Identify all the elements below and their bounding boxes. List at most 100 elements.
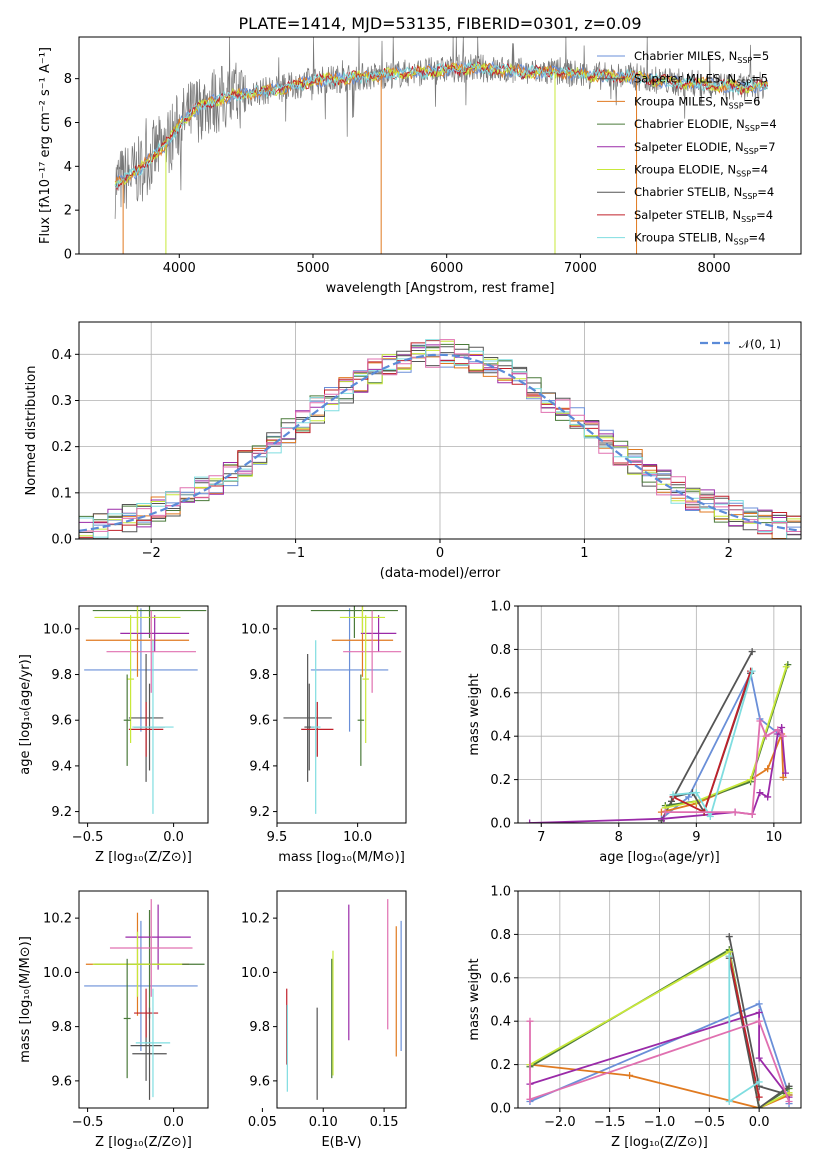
mass_weight_vs_age-marker <box>781 769 789 777</box>
histogram-gaussian-curve <box>79 353 801 532</box>
mass_weight_vs_Z-marker <box>785 1097 793 1105</box>
residual_histogram-ytick-label: 0.4 <box>51 348 72 363</box>
mass_vs_Z-axes: −0.5 0.0 9.6 9.8 10.0 10.2 Z [log₁₀(Z/Z⊙)] mass… <box>18 890 209 1150</box>
residual_histogram-xtick-label: 0 <box>436 546 444 561</box>
mass_weight_vs_age-frame <box>517 605 802 824</box>
spectrum-legend-label: Kroupa STELIB, NSSP=4 <box>634 231 765 247</box>
mass_weight_vs_age-marker <box>756 717 764 725</box>
mass_weight_vs_Z-ytick-label: 0.8 <box>490 928 511 943</box>
spectrum-plot-area <box>114 37 769 254</box>
mass_vs_Z-ylabel: mass [log₁₀(M/M⊙)] <box>18 936 33 1063</box>
mass_weight_vs_Z-xlabel: Z [log₁₀(Z/Z⊙)] <box>611 1135 708 1150</box>
residual_histogram-ytick-label: 0.1 <box>51 486 72 501</box>
age_vs_Z-xlabel: Z [log₁₀(Z/Z⊙)] <box>95 850 192 865</box>
age_vs_Z-ytick-label: 9.2 <box>51 805 72 820</box>
residual_histogram-xtick-label: −1 <box>286 546 305 561</box>
spectrum-legend-label: Kroupa ELODIE, NSSP=4 <box>634 163 768 179</box>
mass_weight_vs_Z-marker <box>755 1009 763 1017</box>
mass_vs_Z-ytick-label: 9.8 <box>51 1020 72 1035</box>
mass_weight_vs_Z-axes: −2.0 −1.5 −1.0 −0.5 0.0 0.0 0.2 0.4 0.6 0.8 1.0 Z [… <box>467 885 802 1150</box>
mass_weight_vs_Z-series-kroupa_miles <box>529 1063 790 1108</box>
spectrum-legend-label: Kroupa MILES, NSSP=6 <box>634 94 760 110</box>
residual_histogram-xtick-label: 2 <box>725 546 733 561</box>
mass_weight_vs_Z-marker <box>725 933 733 941</box>
mass_weight_vs_age-marker <box>669 791 677 799</box>
mass_weight_vs_age-ylabel: mass weight <box>467 673 482 755</box>
mass_weight_vs_age-xtick-label: 8 <box>615 830 623 845</box>
mass_weight_vs_Z-xtick-label: −2.0 <box>544 1115 576 1130</box>
mass_weight_vs_age-marker <box>782 663 790 671</box>
mass_weight_vs_age-marker <box>660 815 668 823</box>
age_vs_Z-ytick-label: 9.8 <box>51 668 72 683</box>
mass_weight_vs_Z-marker <box>626 1071 634 1079</box>
spectrum-legend-label: Salpeter ELODIE, NSSP=7 <box>634 140 776 156</box>
age_vs_Z-plot-area <box>84 606 207 814</box>
spectrum-ytick-label: 4 <box>64 160 72 175</box>
age_vs_Z-xtick-label: 0.0 <box>163 830 184 845</box>
mass_weight_vs_age-marker <box>779 732 787 740</box>
spectrum-xlabel: wavelength [Angstrom, rest frame] <box>326 281 555 296</box>
mass_weight_vs_age-series-kroupa_stelib <box>673 670 754 819</box>
mass_weight_vs_Z-ytick-label: 0.6 <box>490 971 511 986</box>
mass_weight_vs_age-plot-area <box>526 648 792 823</box>
mass_vs_ebv-ytick-label: 9.6 <box>249 1074 270 1089</box>
mass_vs_ebv-plot-area <box>286 899 402 1100</box>
age_vs_mass-plot-area <box>283 606 402 814</box>
mass_weight_vs_Z-marker <box>725 952 733 960</box>
age_vs_Z-axes: −0.5 0.0 9.2 9.4 9.6 9.8 10.0 Z [log₁₀(Z/Z⊙)] ag… <box>18 605 209 865</box>
mass_weight_vs_age-marker <box>764 765 772 773</box>
spectrum-xtick-label: 4000 <box>163 261 196 276</box>
mass_weight_vs_age-marker <box>778 724 786 732</box>
mass_vs_Z-ytick-label: 9.6 <box>51 1074 72 1089</box>
mass_vs_Z-ytick-label: 10.2 <box>43 912 72 927</box>
age_vs_Z-ytick-label: 10.0 <box>43 622 72 637</box>
mass_weight_vs_age-marker <box>748 648 756 656</box>
age_vs_mass-frame <box>276 605 407 824</box>
mass_weight_vs_age-ytick-label: 0.2 <box>490 773 511 788</box>
spectrum-legend-label: Chabrier STELIB, NSSP=4 <box>634 185 774 201</box>
age_vs_mass-xtick-label: 10.0 <box>343 830 372 845</box>
spectrum-ylabel: Flux [fλ10⁻¹⁷ erg cm⁻² s⁻¹ A⁻¹] <box>38 47 53 244</box>
mass_vs_Z-frame <box>78 890 209 1109</box>
mass_vs_ebv-frame <box>276 890 407 1109</box>
mass_weight_vs_age-marker <box>685 793 693 801</box>
mass_weight_vs_age-ytick-label: 1.0 <box>490 600 511 615</box>
mass_weight_vs_Z-ylabel: mass weight <box>467 958 482 1040</box>
spectrum-legend-label: Salpeter STELIB, NSSP=4 <box>634 208 773 224</box>
mass_weight_vs_Z-xtick-label: −1.5 <box>594 1115 626 1130</box>
mass_weight_vs_age-marker <box>747 776 755 784</box>
spectrum-legend-label: Salpeter MILES, NSSP=5 <box>634 72 768 88</box>
mass_weight_vs_Z-xtick-label: 0.0 <box>749 1115 770 1130</box>
spectrum-ytick-label: 6 <box>64 116 72 131</box>
mass_weight_vs_age-ytick-label: 0.0 <box>490 817 511 832</box>
mass_weight_vs_Z-marker <box>755 1093 763 1101</box>
mass_weight_vs_age-xtick-label: 9 <box>692 830 700 845</box>
mass_vs_ebv-axes: 0.05 0.10 0.15 9.6 9.8 10.0 10.2 E(B-V) <box>241 890 407 1150</box>
mass_weight_vs_age-marker <box>731 808 739 816</box>
mass_vs_ebv-xtick-label: 0.10 <box>309 1115 338 1130</box>
mass_weight_vs_Z-series-salpeter_elodie <box>529 1011 790 1098</box>
age_vs_Z-ytick-label: 9.6 <box>51 714 72 729</box>
mass_weight_vs_Z-ytick-label: 0.2 <box>490 1058 511 1073</box>
mass_weight_vs_Z-ytick-label: 0.4 <box>490 1015 511 1030</box>
age_vs_Z-ytick-label: 9.4 <box>51 759 72 774</box>
age_vs_mass-axes: 9.5 10.0 9.2 9.4 9.6 9.8 10.0 mass [log₁₀(M/M⊙)… <box>241 605 407 865</box>
mass_weight_vs_age-marker <box>706 812 714 820</box>
mass_weight_vs_age-series-kroupa_elodie <box>665 666 788 809</box>
spectrum-xtick-label: 8000 <box>698 261 731 276</box>
spectrum-legend-label: Chabrier ELODIE, NSSP=4 <box>634 117 777 133</box>
mass_weight_vs_age-marker <box>762 732 770 740</box>
mass_weight_vs_Z-marker <box>755 1104 763 1108</box>
mass_vs_Z-ytick-label: 10.0 <box>43 966 72 981</box>
figure-title: PLATE=1414, MJD=53135, FIBERID=0301, z=0… <box>238 14 641 33</box>
mass_weight_vs_Z-xtick-label: −1.0 <box>644 1115 676 1130</box>
mass_weight_vs_age-marker <box>692 789 700 797</box>
mass_weight_vs_Z-series-chabrier_stelib <box>728 958 790 1108</box>
spectrum-legend-label: Chabrier MILES, NSSP=5 <box>634 49 769 65</box>
histogram-legend: 𝒩(0, 1) <box>700 337 781 351</box>
spectrum-ytick-label: 2 <box>64 204 72 219</box>
mass_weight_vs_Z-marker <box>755 1017 763 1025</box>
mass_weight_vs_age-marker <box>774 726 782 734</box>
spectrum-xtick-label: 6000 <box>430 261 463 276</box>
